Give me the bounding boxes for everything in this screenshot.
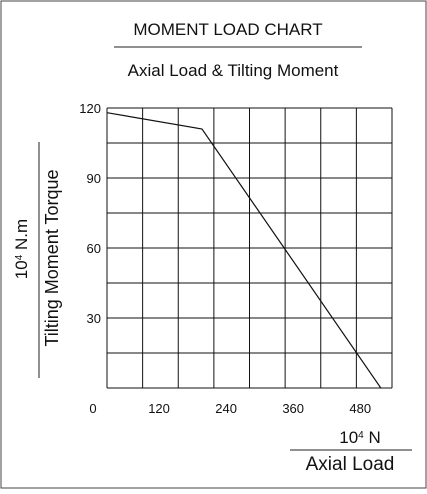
x-tick-labels: 0 120 240 360 480 xyxy=(89,401,371,416)
x-tick-label: 120 xyxy=(148,401,170,416)
y-tick-label: 60 xyxy=(87,241,101,256)
x-tick-label: 240 xyxy=(215,401,237,416)
y-axis-label: Tilting Moment Torque xyxy=(42,169,62,346)
x-axis-label: Axial Load xyxy=(306,454,395,475)
series-line xyxy=(106,112,382,389)
y-tick-labels: 120 90 60 30 xyxy=(79,101,101,326)
chart-subtitle: Axial Load & Tilting Moment xyxy=(128,61,339,80)
x-tick-label: 360 xyxy=(282,401,304,416)
y-tick-label: 120 xyxy=(79,101,101,116)
chart-title: MOMENT LOAD CHART xyxy=(133,20,322,39)
y-tick-label: 30 xyxy=(87,311,101,326)
y-tick-label: 90 xyxy=(87,171,101,186)
x-axis-unit: 104 N xyxy=(339,428,380,447)
y-axis-unit: 104 N.m xyxy=(12,219,31,279)
series-group xyxy=(106,112,382,389)
plot-grid xyxy=(106,107,393,389)
x-tick-label: 0 xyxy=(89,401,96,416)
x-tick-label: 480 xyxy=(349,401,371,416)
